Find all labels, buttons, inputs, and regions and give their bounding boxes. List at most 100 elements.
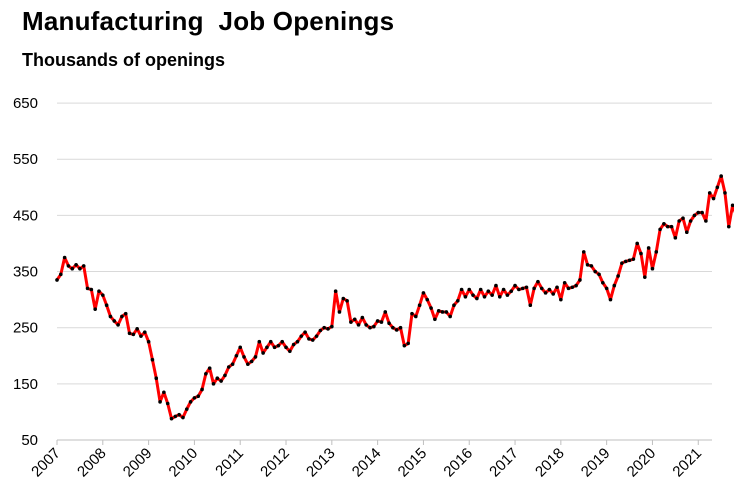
data-point bbox=[78, 266, 82, 271]
data-point bbox=[177, 412, 181, 417]
data-point bbox=[589, 264, 594, 268]
y-tick-label: 650 bbox=[13, 95, 38, 112]
data-point bbox=[623, 259, 628, 264]
data-point bbox=[654, 250, 659, 254]
data-point bbox=[372, 324, 376, 329]
data-point bbox=[364, 323, 368, 327]
data-point bbox=[85, 286, 90, 291]
x-tick-label: 2019 bbox=[578, 445, 614, 481]
data-point bbox=[326, 327, 330, 331]
data-point bbox=[723, 191, 727, 195]
data-point bbox=[486, 289, 491, 293]
x-tick-label: 2021 bbox=[669, 445, 705, 481]
data-point bbox=[200, 387, 204, 392]
data-point bbox=[74, 263, 78, 267]
data-point bbox=[726, 224, 731, 229]
data-point bbox=[112, 319, 117, 323]
data-point bbox=[608, 297, 613, 302]
data-point bbox=[604, 286, 609, 291]
data-point bbox=[643, 275, 647, 279]
x-tick-label: 2020 bbox=[624, 445, 660, 481]
data-point bbox=[475, 296, 479, 301]
data-point bbox=[681, 216, 685, 220]
data-point bbox=[261, 351, 265, 355]
data-point bbox=[116, 323, 120, 327]
x-tick-label: 2009 bbox=[120, 445, 156, 481]
data-point bbox=[158, 400, 162, 404]
data-point bbox=[616, 274, 620, 278]
data-point bbox=[349, 320, 353, 324]
data-point bbox=[288, 349, 292, 354]
data-point bbox=[719, 174, 723, 178]
data-point bbox=[192, 396, 197, 400]
data-point bbox=[230, 362, 235, 366]
data-point bbox=[135, 327, 139, 331]
data-point bbox=[123, 311, 128, 316]
data-point bbox=[414, 314, 418, 319]
x-tick-label: 2011 bbox=[212, 445, 247, 480]
data-point bbox=[520, 286, 525, 291]
data-point bbox=[570, 285, 575, 290]
data-point bbox=[650, 266, 655, 271]
data-point bbox=[330, 324, 334, 329]
data-point bbox=[543, 291, 548, 295]
data-point bbox=[379, 320, 384, 324]
data-point bbox=[467, 287, 472, 292]
data-point bbox=[715, 185, 720, 190]
data-point bbox=[440, 310, 445, 314]
data-point bbox=[356, 323, 361, 327]
data-point bbox=[685, 230, 689, 235]
data-point bbox=[272, 345, 277, 350]
data-point bbox=[184, 407, 189, 411]
data-point bbox=[299, 334, 304, 338]
data-point bbox=[425, 297, 430, 302]
data-point bbox=[101, 293, 105, 297]
data-point bbox=[142, 330, 147, 334]
data-point bbox=[539, 286, 544, 291]
data-point bbox=[410, 311, 414, 316]
data-point bbox=[375, 319, 380, 323]
data-point bbox=[337, 310, 342, 314]
data-point bbox=[238, 345, 243, 350]
data-point bbox=[463, 295, 468, 299]
data-point bbox=[265, 345, 269, 350]
data-point bbox=[662, 222, 666, 226]
data-point bbox=[307, 337, 311, 341]
data-point bbox=[532, 286, 536, 291]
data-point bbox=[62, 255, 67, 260]
data-point bbox=[162, 390, 166, 395]
data-point bbox=[501, 287, 506, 292]
chart-subtitle: Thousands of openings bbox=[22, 50, 225, 70]
x-tick-label: 2008 bbox=[74, 445, 110, 481]
data-point bbox=[207, 366, 212, 370]
y-tick-label: 150 bbox=[13, 376, 38, 393]
data-point bbox=[551, 292, 556, 296]
data-point bbox=[513, 283, 517, 288]
data-point bbox=[310, 338, 315, 342]
data-point bbox=[646, 246, 651, 250]
data-point bbox=[66, 264, 71, 268]
data-point bbox=[635, 241, 639, 246]
data-point bbox=[566, 286, 571, 291]
data-point bbox=[704, 219, 708, 223]
series-layer bbox=[55, 174, 734, 421]
gridlines bbox=[57, 102, 712, 385]
data-point bbox=[673, 236, 678, 240]
y-tick-label: 450 bbox=[13, 207, 38, 224]
data-point bbox=[223, 373, 227, 378]
data-point bbox=[59, 272, 63, 277]
data-point bbox=[711, 196, 716, 201]
data-point bbox=[314, 334, 319, 338]
data-point bbox=[387, 321, 391, 326]
data-point bbox=[352, 317, 357, 322]
data-point bbox=[597, 272, 601, 277]
y-tick-label: 550 bbox=[13, 151, 38, 168]
data-point bbox=[131, 332, 136, 337]
x-tick-label: 2017 bbox=[486, 445, 522, 481]
data-point bbox=[165, 401, 170, 406]
data-point bbox=[707, 191, 712, 195]
data-point bbox=[620, 261, 624, 265]
data-point bbox=[612, 283, 617, 288]
data-point bbox=[322, 325, 326, 330]
